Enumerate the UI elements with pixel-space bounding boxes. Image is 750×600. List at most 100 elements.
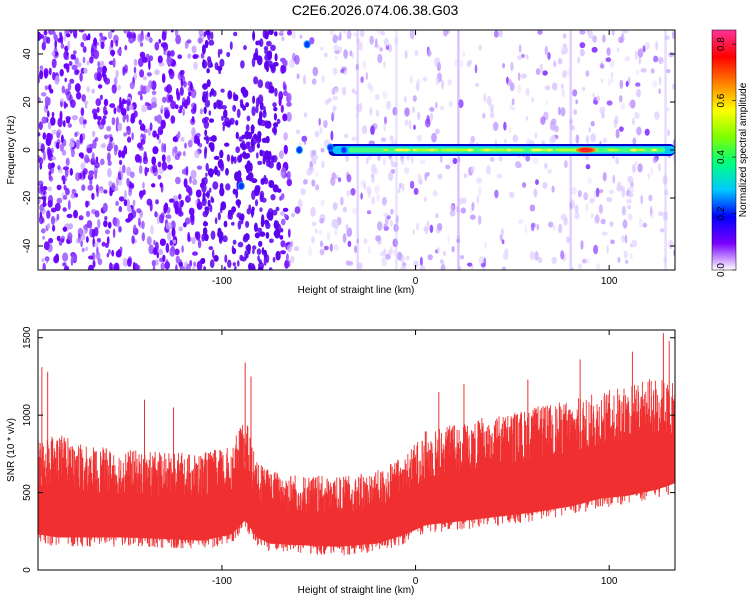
spectrogram-cell (118, 178, 123, 186)
spectrogram-cell (140, 138, 146, 145)
spectrogram-cell (211, 135, 217, 142)
spectrogram-cell (376, 30, 382, 35)
spectrogram-cell (612, 174, 616, 184)
spectrogram-cell (190, 89, 197, 99)
spectrogram-cell (354, 245, 358, 253)
spectrogram-cell (547, 168, 552, 174)
spectrogram-cell (257, 227, 262, 233)
spectrogram-cell (219, 149, 224, 159)
spectrogram-cell (478, 44, 483, 51)
spectrogram-cell (476, 177, 483, 184)
spectrogram-cell (95, 156, 99, 163)
spectrogram-cell (404, 107, 410, 117)
spectrogram-cell (312, 66, 319, 77)
spectrogram-cell (391, 161, 398, 168)
spectrogram-cell (264, 219, 269, 225)
spectrogram-cell (170, 115, 176, 124)
spectrogram-cell (136, 208, 142, 214)
spectrogram-cell (61, 175, 66, 182)
spectrogram-cell (133, 66, 137, 74)
spectrogram-cell (585, 70, 590, 77)
spectrogram-cell (283, 90, 288, 97)
spectrogram-cell (62, 226, 68, 232)
spectrogram-cell (532, 157, 539, 165)
spectrogram-cell (256, 248, 262, 255)
spectrogram-cell (426, 220, 430, 229)
spectrogram-cell (133, 224, 137, 233)
spectrogram-cell (40, 183, 44, 193)
spectrogram-cell (206, 68, 210, 74)
spectrogram-cell (557, 58, 563, 65)
spectrogram-cell (186, 39, 192, 44)
spectrogram-cell (93, 112, 98, 120)
spectrogram-cell (394, 36, 398, 45)
spectrogram-cell (282, 207, 289, 212)
snr-ytick-label: 1500 (22, 326, 33, 349)
spectrogram-cell (279, 235, 284, 240)
spectrogram-cell (625, 80, 629, 87)
spectrogram-cell (38, 157, 44, 165)
spectrogram-cell (107, 143, 114, 150)
spectrogram-cell (274, 53, 278, 62)
spectrogram-cell (649, 205, 653, 216)
spectrogram-cell (102, 65, 107, 74)
spectrogram-cell (239, 254, 244, 261)
spectrogram-cell (565, 236, 571, 244)
spectrogram-cell (210, 31, 214, 40)
spectrogram-xlabel: Height of straight line (km) (298, 285, 415, 296)
spectrogram-cell (280, 250, 286, 255)
spectrogram-cell (60, 35, 64, 45)
spectrogram-cell (365, 72, 368, 80)
spectrogram-cell (83, 224, 87, 230)
spectrogram-cell (119, 166, 122, 174)
spectrogram-cell (650, 68, 655, 74)
spectrogram-cell (57, 164, 61, 171)
spectrogram-cell (259, 38, 264, 48)
spectrogram-cell (126, 198, 131, 208)
spectrogram-cell (99, 35, 106, 45)
spectrogram-cell (69, 78, 75, 84)
spectrogram-cell (257, 79, 264, 89)
spectrogram-cell (199, 108, 203, 115)
spectrogram-cell (590, 213, 594, 219)
spectrogram-cell (111, 117, 116, 126)
spectrogram-cell (192, 266, 196, 270)
spectrogram-cell (65, 30, 70, 35)
spectrogram-cell (427, 254, 433, 261)
spectrogram-cell (207, 199, 211, 207)
spectrogram-cell (60, 43, 65, 49)
spectrogram-cell (129, 171, 135, 179)
spectrogram-cell (626, 198, 632, 204)
spectrogram-cell (284, 213, 288, 219)
spectrogram-cell (115, 200, 119, 207)
spectrogram-cell (52, 224, 56, 232)
spectrogram-cell (148, 55, 154, 62)
spectrogram-cell (165, 222, 172, 230)
spectrogram-cell (503, 138, 507, 144)
spectrogram-cell (496, 173, 503, 179)
spectrogram-cell (55, 253, 59, 263)
spectrogram-cell (520, 53, 526, 59)
spectrogram-cell (567, 68, 571, 77)
spectrogram-cell (415, 81, 420, 92)
spectrogram-cell (560, 107, 566, 117)
spectrogram-cell (458, 99, 464, 109)
spectrogram-cell (387, 249, 392, 256)
spectrogram-cell (83, 100, 89, 105)
spectrogram-cell (571, 186, 577, 196)
spectrogram-frame (37, 29, 676, 271)
spectrogram-cell (68, 61, 73, 66)
spectrogram-ylabel: Frequency (Hz) (6, 116, 17, 185)
spectrogram-cell (237, 241, 244, 248)
carrier-cell (483, 148, 491, 152)
spectrogram-cell (381, 256, 388, 267)
spectrogram-cell (83, 119, 87, 125)
spectrogram-cell (430, 112, 434, 122)
spectrogram-cell (96, 107, 100, 113)
spectrogram-cell (259, 194, 264, 203)
spectrogram-cell (232, 248, 237, 255)
spectrogram-cell (51, 58, 57, 69)
spectrogram-cell (107, 168, 112, 178)
spectrogram-cell (38, 121, 43, 130)
spectrogram-cell (185, 263, 191, 270)
